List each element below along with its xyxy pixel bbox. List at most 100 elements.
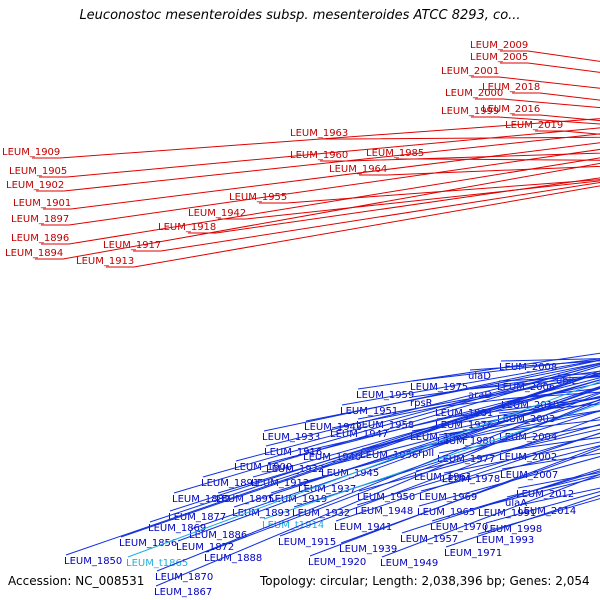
callout-line — [335, 432, 600, 522]
callout-line — [420, 445, 600, 492]
gene-label: LEUM_1999 — [441, 106, 499, 117]
callout-line — [471, 116, 600, 125]
gene-label: LEUM_1980 — [437, 436, 495, 447]
gene-label: LEUM_1948 — [355, 506, 413, 517]
gene-label: LEUM_1993 — [476, 535, 534, 546]
gene-label: LEUM_2014 — [518, 506, 576, 517]
gene-label: LEUM_1971 — [444, 548, 502, 559]
callout-line — [305, 362, 600, 422]
callout-line — [127, 381, 600, 558]
gene-label: LEUM_1872 — [176, 542, 234, 553]
callout-line — [279, 416, 600, 537]
gene-label: LEUM_2005 — [470, 52, 528, 63]
gene-label: LEUM_1897 — [11, 214, 69, 225]
gene-label: LEUM_1850 — [64, 556, 122, 567]
gene-label: LEUM_1888 — [204, 553, 262, 564]
callout-line — [217, 379, 600, 494]
gene-label: rplI — [418, 448, 434, 459]
callout-line — [471, 76, 600, 89]
gene-label: LEUM_1947 — [330, 429, 388, 440]
gene-label: LEUM_1919 — [269, 494, 327, 505]
callout-line — [357, 352, 600, 390]
callout-line — [39, 127, 600, 178]
gene-label: LEUM_2012 — [516, 489, 574, 500]
callout-line — [411, 397, 600, 432]
callout-line — [322, 395, 600, 468]
callout-line — [149, 372, 600, 523]
gene-label: LEUM_1933 — [262, 432, 320, 443]
callout-line — [259, 179, 600, 204]
gene-label: LEUM_1941 — [334, 522, 392, 533]
gene-label: LEUM_1940 — [303, 452, 361, 463]
gene-label: LEUM_1951 — [340, 406, 398, 417]
callout-line — [396, 158, 600, 161]
callout-line — [445, 494, 600, 548]
callout-line — [500, 50, 600, 62]
callout-line — [188, 177, 600, 234]
gene-label: LEUM_1870 — [155, 572, 213, 583]
gene-label: LEUM_1943 — [304, 422, 362, 433]
gene-label: LEUM_2018 — [482, 82, 540, 93]
gene-label: LEUM_1893 — [232, 508, 290, 519]
callout-line — [475, 98, 600, 109]
gene-label: LEUM_1905 — [9, 166, 67, 177]
gene-label: LEUM_1882 — [172, 494, 230, 505]
callout-line — [133, 182, 600, 252]
callout-line — [106, 185, 600, 268]
gene-label: LEUM_t1914 — [262, 520, 324, 531]
gene-label: LEUM_1950 — [357, 492, 415, 503]
gene-label: LEUM_2016 — [482, 104, 540, 115]
callout-line — [341, 359, 600, 406]
gene-label: LEUM_1965 — [417, 507, 475, 518]
gene-label: LEUM_2000 — [445, 88, 503, 99]
callout-line — [512, 114, 600, 122]
genome-summary-text: Topology: circular; Length: 2,038,396 bp… — [260, 574, 590, 588]
gene-label: LEUM_1916 — [264, 447, 322, 458]
gene-label: LEUM_1869 — [148, 523, 206, 534]
gene-label: LEUM_1942 — [188, 208, 246, 219]
callout-line — [293, 410, 600, 508]
gene-callouts: LEUM_2009LEUM_2005LEUM_2001LEUM_2000LEUM… — [2, 40, 600, 598]
gene-label: ulaD — [468, 371, 491, 382]
gene-label: LEUM_1856 — [119, 538, 177, 549]
callout-line — [120, 372, 600, 538]
gene-label: LEUM_1909 — [2, 147, 60, 158]
gene-label: LEUM_1937 — [298, 484, 356, 495]
callout-line — [177, 386, 600, 542]
callout-line — [357, 374, 600, 420]
gene-label: LEUM_2019 — [505, 120, 563, 131]
gene-label: LEUM_1917 — [103, 240, 161, 251]
gene-label: LEUM_1913 — [76, 256, 134, 267]
gene-label: LEUM_1895 — [216, 494, 274, 505]
gene-label: LEUM_1959 — [356, 390, 414, 401]
gene-label: LEUM_1912 — [251, 478, 309, 489]
callout-line — [418, 456, 600, 507]
callout-line — [415, 428, 600, 472]
callout-line — [361, 396, 600, 450]
gene-label: LEUM_1900 — [234, 462, 292, 473]
gene-label: LEUM_1998 — [484, 524, 542, 535]
callout-line — [512, 92, 600, 101]
gene-label: LEUM_1981 — [435, 408, 493, 419]
callout-line — [233, 386, 600, 508]
gene-label: LEUM_1978 — [442, 474, 500, 485]
gene-label: LEUM_1949 — [380, 558, 438, 569]
callout-line — [252, 379, 600, 478]
callout-line — [36, 133, 600, 192]
callout-line — [309, 445, 600, 557]
gene-label: LEUM_1896 — [11, 233, 69, 244]
gene-label: LEUM_1894 — [5, 248, 63, 259]
gene-label: LEUM_1991 — [478, 508, 536, 519]
callout-line — [218, 180, 600, 220]
callout-line — [155, 398, 600, 587]
callout-line — [173, 365, 600, 494]
callout-line — [263, 359, 600, 432]
callout-line — [270, 391, 600, 494]
gene-label: LEUM_1985 — [366, 148, 424, 159]
callout-line — [356, 432, 600, 506]
gene-label: LEUM_1976 — [435, 420, 493, 431]
callout-line — [267, 377, 600, 464]
gene-label: LEUM_2001 — [441, 66, 499, 77]
gene-label: araD — [468, 390, 492, 401]
callout-line — [205, 401, 600, 553]
